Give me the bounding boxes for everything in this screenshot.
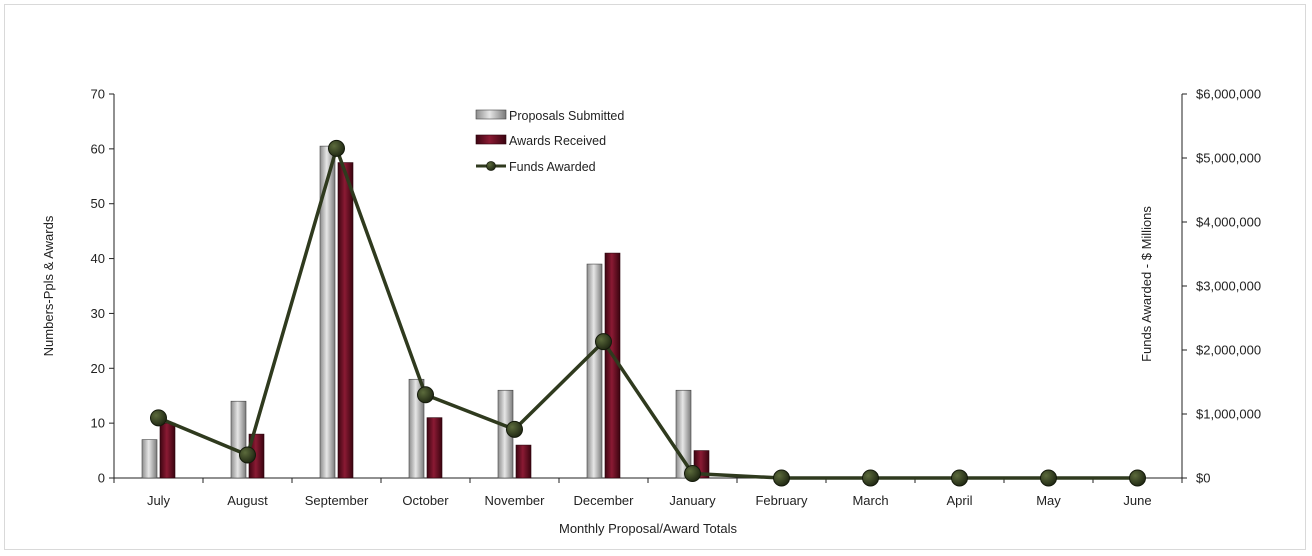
funds-point — [150, 409, 167, 427]
funds-point — [595, 333, 612, 351]
awards-bar — [426, 417, 443, 479]
proposals-bar — [230, 400, 247, 479]
right-tick-label: $4,000,000 — [1196, 215, 1261, 230]
x-tick-label: August — [227, 493, 268, 508]
funds-point — [684, 465, 701, 483]
proposals-bar — [141, 439, 158, 479]
right-tick-label: $2,000,000 — [1196, 343, 1261, 358]
funds-point — [239, 446, 256, 464]
left-axis-ticks: 0 10 20 30 40 50 60 70 — [91, 87, 114, 486]
x-tick-label: March — [852, 493, 888, 508]
funds-point — [951, 469, 968, 487]
proposals-bar — [675, 389, 692, 479]
awards-bar — [159, 422, 176, 479]
left-tick-label: 30 — [91, 306, 105, 321]
x-tick-label: May — [1036, 493, 1061, 508]
left-tick-label: 70 — [91, 87, 105, 102]
y-axis-title: Numbers-Ppls & Awards — [41, 215, 56, 356]
funds-point — [506, 420, 523, 438]
x-tick-label: October — [402, 493, 449, 508]
funds-point — [1129, 469, 1146, 487]
bars — [141, 145, 710, 479]
x-tick-label: February — [755, 493, 808, 508]
x-tick-label: April — [946, 493, 972, 508]
left-tick-label: 60 — [91, 141, 105, 156]
awards-bar — [337, 162, 354, 479]
left-tick-label: 0 — [98, 471, 105, 486]
funds-point — [862, 469, 879, 487]
funds-point — [417, 386, 434, 404]
left-tick-label: 50 — [91, 196, 105, 211]
right-tick-label: $5,000,000 — [1196, 151, 1261, 166]
left-tick-label: 10 — [91, 416, 105, 431]
proposals-bar — [408, 378, 425, 479]
legend-label-funds: Funds Awarded — [509, 160, 596, 174]
funds-point — [328, 139, 345, 157]
left-tick-label: 20 — [91, 361, 105, 376]
chart-frame — [4, 4, 1306, 550]
legend-label-awards: Awards Received — [509, 134, 606, 148]
x-tick-label: July — [147, 493, 171, 508]
funds-point — [1040, 469, 1057, 487]
funds-point — [773, 469, 790, 487]
x-tick-label: September — [305, 493, 369, 508]
funds-line — [150, 139, 1146, 487]
legend: Proposals Submitted Awards Received Fund… — [475, 109, 624, 174]
right-tick-label: $3,000,000 — [1196, 279, 1261, 294]
right-tick-label: $1,000,000 — [1196, 407, 1261, 422]
right-tick-label: $6,000,000 — [1196, 87, 1261, 102]
proposals-bar — [319, 145, 336, 479]
awards-bar — [515, 444, 532, 479]
x-axis-title: Monthly Proposal/Award Totals — [559, 521, 738, 536]
proposals-bar — [586, 263, 603, 479]
y2-axis-title: Funds Awarded - $ Millions — [1139, 206, 1154, 362]
left-tick-label: 40 — [91, 251, 105, 266]
x-tick-label: January — [669, 493, 716, 508]
right-tick-label: $0 — [1196, 471, 1210, 486]
right-axis-ticks: $0 $1,000,000 $2,000,000 $3,000,000 $4,000,0… — [1182, 87, 1261, 486]
legend-swatch-proposals — [475, 109, 507, 120]
x-tick-label: June — [1123, 493, 1151, 508]
x-tick-label: December — [574, 493, 635, 508]
funds-line-path — [157, 146, 1138, 480]
legend-swatch-awards — [475, 134, 507, 145]
x-axis-ticks: July August September October November Decemb… — [113, 478, 1183, 508]
x-tick-label: November — [485, 493, 546, 508]
legend-marker-funds — [486, 161, 496, 171]
legend-label-proposals: Proposals Submitted — [509, 109, 624, 123]
